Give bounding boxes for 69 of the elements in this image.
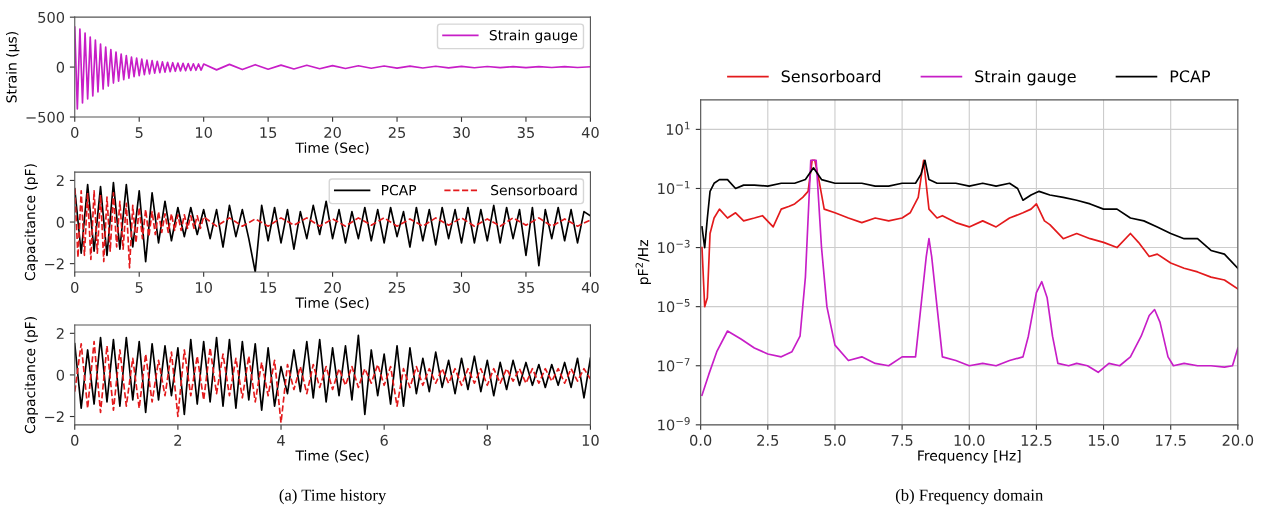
x-tick-label: 20 [324,281,341,293]
x-tick-label: 5 [135,127,143,139]
y-tick-label: −500 [26,111,65,123]
x-tick-label: 40 [581,126,599,139]
y-tick-label: 2 [56,328,64,339]
legend-label: Sensorboard [491,184,577,196]
x-tick-label: 4 [277,435,285,446]
y-axis-title: Capacitance (pF) [24,317,38,434]
x-axis-title: Time (Sec) [295,450,369,463]
x-tick-label: 0 [71,434,79,446]
y-tick-label: −2 [45,411,64,423]
legend-label: Strain gauge [489,29,578,44]
y-tick-label: 0 [56,61,65,73]
x-tick-label: 15 [260,282,277,293]
x-tick-label: 15 [260,127,277,139]
y-tick-label: 10$^{−7}$ [658,358,690,372]
x-tick-label: 2 [174,434,182,446]
line-series [701,159,1238,308]
x-tick-label: 35 [517,281,534,293]
x-tick-label: 10 [195,281,212,293]
y-tick-label: 10$^{1}$ [666,121,690,136]
x-tick-label: 25 [388,281,406,293]
x-tick-label: 35 [517,126,534,139]
x-tick-label: 17.5 [1156,435,1186,446]
x-tick-label: 12.5 [1021,434,1052,446]
y-tick-label: 0 [56,216,65,228]
y-tick-label: 10$^{−5}$ [658,299,690,313]
x-tick-label: 5 [135,282,143,293]
x-tick-label: 15.0 [1088,434,1119,446]
x-tick-label: 7.5 [891,435,913,446]
y-tick-label: 2 [56,175,64,186]
x-axis-title: Time (Sec) [295,142,369,155]
x-tick-label: 25 [388,126,406,139]
y-tick-label: 10$^{−1}$ [658,180,690,195]
line-series [74,334,591,416]
text: (a) Time history [279,489,387,505]
y-tick-label: 500 [38,11,65,23]
x-tick-label: 0 [71,281,79,293]
y-tick-label: −2 [45,258,64,270]
x-tick-label: 5.0 [824,434,846,446]
y-axis-title: pF$^{2}$/Hz [635,240,651,284]
x-tick-label: 6 [380,434,388,446]
x-tick-label: 30 [453,281,470,293]
x-tick-label: 10 [582,434,599,446]
legend-label: Sensorboard [781,70,881,83]
x-tick-label: 20.0 [1222,434,1254,446]
y-axis-title: Strain (μs) [5,32,20,103]
line-series [74,26,591,110]
y-tick-label: 10$^{−3}$ [658,239,690,254]
line-series [701,159,1238,270]
x-tick-label: 30 [453,126,470,139]
x-tick-label: 0 [71,126,79,139]
x-tick-label: 10.0 [954,434,985,446]
x-tick-label: 40 [581,281,599,293]
x-tick-label: 0.0 [690,434,712,446]
y-tick-label: 0 [56,369,65,381]
x-tick-label: 20 [324,126,341,139]
x-tick-label: 10 [195,126,212,139]
text: (b) Frequency domain [895,489,1044,505]
y-axis-title: Capacitance (pF) [24,164,38,281]
x-axis-title: Frequency [Hz] [918,450,1021,464]
legend-label: PCAP [382,184,417,196]
x-axis-title: Time (Sec) [295,297,369,310]
line-series [701,159,1238,397]
legend-label: PCAP [1170,70,1211,83]
x-tick-label: 2.5 [757,434,779,446]
x-tick-label: 8 [483,434,491,446]
legend-label: Strain gauge [975,70,1076,86]
y-tick-label: 10$^{−9}$ [658,417,690,431]
